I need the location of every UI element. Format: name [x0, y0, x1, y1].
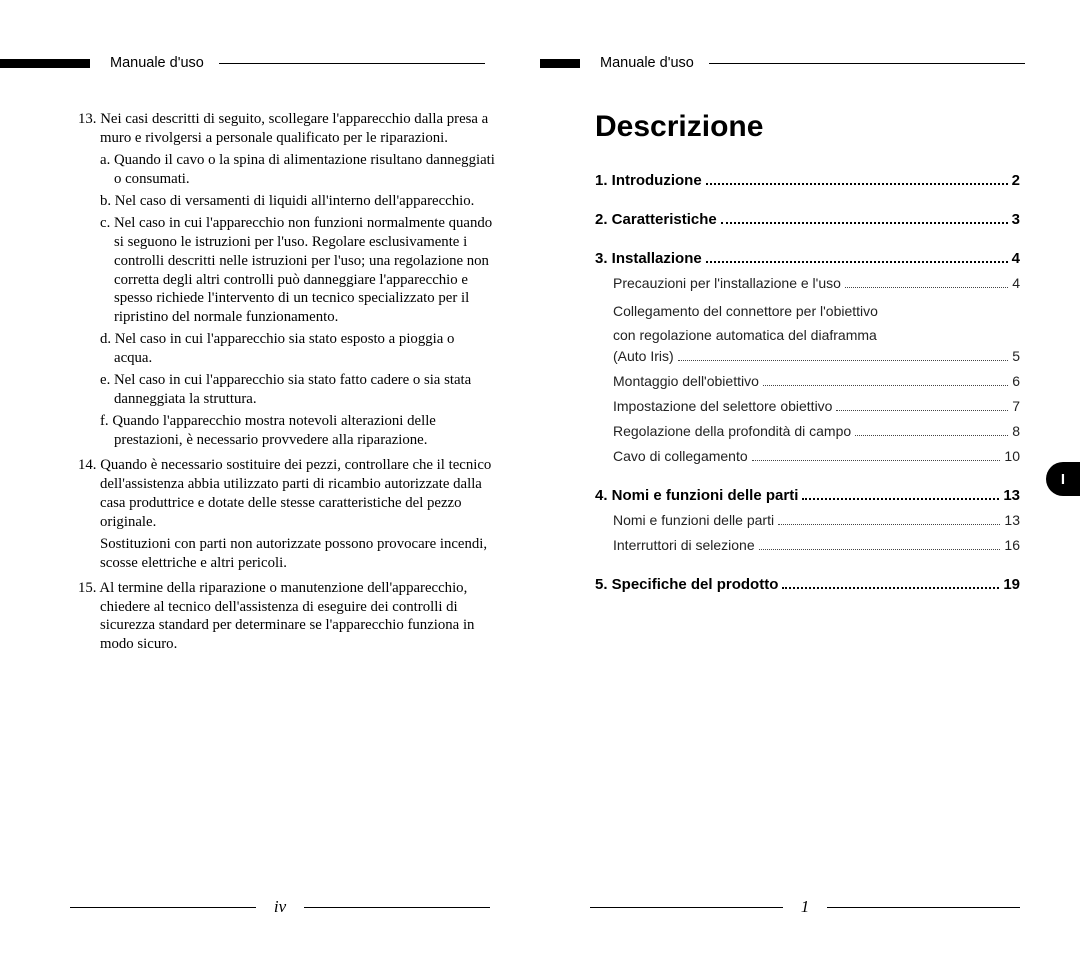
left-content: 13. Nei casi descritti di seguito, scoll… [70, 110, 495, 654]
header-bar [0, 59, 90, 68]
toc-dots [752, 460, 1001, 461]
item-13f: f. Quando l'apparecchio mostra notevoli … [100, 412, 495, 450]
item-14-cont: Sostituzioni con parti non autorizzate p… [100, 535, 495, 573]
toc-page: 16 [1004, 537, 1020, 553]
toc-label: 1. Introduzione [595, 172, 702, 189]
right-page-number: 1 [801, 897, 810, 917]
toc-label: 2. Caratteristiche [595, 211, 717, 228]
toc-dots [759, 549, 1001, 550]
toc-page: 5 [1012, 348, 1020, 364]
footer-line [827, 907, 1020, 908]
toc-sub-3a: Precauzioni per l'installazione e l'uso … [613, 275, 1020, 292]
toc-dots [763, 385, 1008, 386]
toc-sub-3f: Cavo di collegamento 10 [613, 448, 1020, 465]
right-footer: 1 [540, 897, 1080, 917]
toc-dots [678, 360, 1009, 361]
toc-dots [855, 435, 1008, 436]
toc-label: Impostazione del selettore obiettivo [613, 398, 832, 414]
item-15: 15. Al termine della riparazione o manut… [78, 579, 495, 655]
toc-label: 4. Nomi e funzioni delle parti [595, 487, 798, 504]
right-page: Manuale d'uso Descrizione 1. Introduzion… [540, 0, 1080, 959]
toc-sub-4a: Nomi e funzioni delle parti 13 [613, 512, 1020, 529]
toc-label: Cavo di collegamento [613, 448, 748, 464]
toc-page: 13 [1003, 487, 1020, 504]
toc-sub-3e: Regolazione della profondità di campo 8 [613, 423, 1020, 440]
item-13a: a. Quando il cavo o la spina di alimenta… [100, 151, 495, 189]
header-label: Manuale d'uso [110, 55, 204, 71]
toc-label: (Auto Iris) [613, 348, 674, 364]
toc-sub-3b-line1: Collegamento del connettore per l'obiett… [613, 300, 1020, 324]
left-page-number: iv [274, 897, 286, 917]
toc-sub-4b: Interruttori di selezione 16 [613, 537, 1020, 554]
header-label: Manuale d'uso [600, 55, 694, 71]
toc-sub-3c: Montaggio dell'obiettivo 6 [613, 373, 1020, 390]
toc-section-3: 3. Installazione 4 [595, 250, 1020, 267]
toc-page: 7 [1012, 398, 1020, 414]
footer-line [590, 907, 783, 908]
toc-page: 8 [1012, 423, 1020, 439]
toc-sub-3d: Impostazione del selettore obiettivo 7 [613, 398, 1020, 415]
toc-dots [802, 498, 999, 500]
toc-dots [706, 261, 1008, 263]
header-line [709, 63, 1025, 64]
footer-line [304, 907, 490, 908]
item-13d: d. Nel caso in cui l'apparecchio sia sta… [100, 330, 495, 368]
toc-page: 6 [1012, 373, 1020, 389]
item-13c: c. Nel caso in cui l'apparecchio non fun… [100, 214, 495, 328]
toc: 1. Introduzione 2 2. Caratteristiche 3 3… [595, 172, 1020, 593]
toc-sub-3b-line2: con regolazione automatica del diaframma [613, 324, 1020, 348]
left-header: Manuale d'uso [0, 55, 540, 71]
header-line [219, 63, 485, 64]
side-tab: I [1046, 462, 1080, 496]
toc-dots [721, 222, 1008, 224]
item-13b: b. Nel caso di versamenti di liquidi all… [100, 192, 495, 211]
toc-dots [778, 524, 1000, 525]
toc-label: Montaggio dell'obiettivo [613, 373, 759, 389]
right-header: Manuale d'uso [540, 55, 1080, 71]
left-page: Manuale d'uso 13. Nei casi descritti di … [0, 0, 540, 959]
toc-label: 3. Installazione [595, 250, 702, 267]
toc-dots [782, 587, 999, 589]
toc-page: 13 [1004, 512, 1020, 528]
toc-section-2: 2. Caratteristiche 3 [595, 211, 1020, 228]
toc-page: 10 [1004, 448, 1020, 464]
toc-page: 2 [1012, 172, 1020, 189]
toc-page: 4 [1012, 275, 1020, 291]
page-title: Descrizione [595, 110, 1020, 144]
toc-page: 19 [1003, 576, 1020, 593]
toc-page: 3 [1012, 211, 1020, 228]
toc-dots [706, 183, 1008, 185]
toc-page: 4 [1012, 250, 1020, 267]
side-tab-label: I [1061, 471, 1065, 488]
toc-sub-3b: (Auto Iris) 5 [613, 348, 1020, 365]
toc-label: Nomi e funzioni delle parti [613, 512, 774, 528]
toc-section-5: 5. Specifiche del prodotto 19 [595, 576, 1020, 593]
toc-dots [845, 287, 1008, 288]
item-14: 14. Quando è necessario sostituire dei p… [78, 456, 495, 532]
toc-label: Precauzioni per l'installazione e l'uso [613, 275, 841, 291]
toc-label: Interruttori di selezione [613, 537, 755, 553]
left-footer: iv [0, 897, 540, 917]
toc-label: Regolazione della profondità di campo [613, 423, 851, 439]
toc-dots [836, 410, 1008, 411]
toc-section-4: 4. Nomi e funzioni delle parti 13 [595, 487, 1020, 504]
header-bar [540, 59, 580, 68]
item-13: 13. Nei casi descritti di seguito, scoll… [78, 110, 495, 148]
footer-line [70, 907, 256, 908]
toc-label: 5. Specifiche del prodotto [595, 576, 778, 593]
item-13e: e. Nel caso in cui l'apparecchio sia sta… [100, 371, 495, 409]
toc-section-1: 1. Introduzione 2 [595, 172, 1020, 189]
